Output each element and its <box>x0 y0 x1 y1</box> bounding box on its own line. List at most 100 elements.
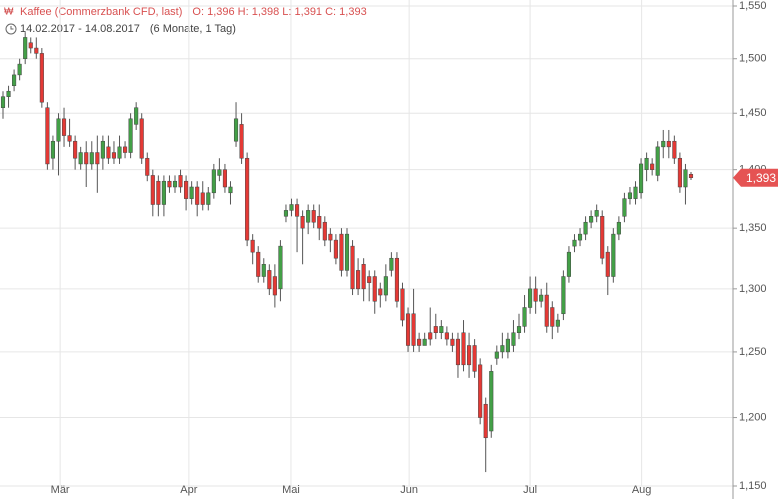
candle-body <box>56 118 61 142</box>
candle-body <box>139 118 144 159</box>
y-tick-label: 1,450 <box>739 107 767 119</box>
candle-body <box>600 216 605 259</box>
candle-body <box>189 186 194 199</box>
candle-body <box>472 345 477 372</box>
candle-body <box>528 288 533 308</box>
candle-body <box>666 140 671 148</box>
candle-body <box>688 174 694 178</box>
candle-body <box>50 140 55 159</box>
candle-body <box>450 338 455 346</box>
candle-body <box>106 146 111 159</box>
candle-body <box>566 251 571 277</box>
candle-body <box>23 37 28 59</box>
candle-body <box>222 169 227 188</box>
candle-body <box>61 118 67 136</box>
candle-body <box>28 42 33 49</box>
candle-body <box>522 307 527 327</box>
candle-body <box>483 403 488 439</box>
candle-body <box>516 326 522 333</box>
candle-body <box>178 175 183 188</box>
price-tag <box>733 168 778 187</box>
ohlc: O: 1,396 H: 1,398 L: 1,391 C: 1,393 <box>192 6 366 18</box>
candle-body <box>478 364 483 418</box>
candle-body <box>405 313 411 346</box>
candle-body <box>555 319 560 327</box>
candle-body <box>589 216 594 223</box>
candle-body <box>644 157 649 170</box>
candle-body <box>344 233 350 271</box>
candle-body <box>217 169 222 176</box>
chart-icon: ₩ <box>4 7 14 18</box>
candle-body <box>73 140 78 159</box>
candle-body <box>389 257 394 271</box>
candle-body <box>100 140 105 159</box>
candle-body <box>378 288 383 296</box>
candle-body <box>372 276 377 302</box>
candle-body <box>639 163 644 194</box>
x-tick-label: Aug <box>632 484 652 496</box>
candle-body <box>95 152 100 165</box>
y-tick-label: 1,500 <box>739 53 767 65</box>
candle-body <box>39 53 44 103</box>
candle-body <box>577 233 583 241</box>
candle-body <box>622 198 627 217</box>
candle-body <box>67 135 72 142</box>
candle-body <box>128 118 133 153</box>
candle-body <box>605 251 610 277</box>
candle-body <box>156 180 161 205</box>
candle-body <box>533 288 538 302</box>
candle-body <box>78 152 83 165</box>
candle-body <box>6 90 11 97</box>
candle-body <box>12 74 17 87</box>
candle-body <box>677 157 682 188</box>
candle-body <box>467 345 472 366</box>
candle-body <box>650 163 655 170</box>
candle-body <box>633 186 638 199</box>
candle-body <box>306 210 311 223</box>
y-tick-label: 1,250 <box>739 346 767 358</box>
candle-body <box>611 233 616 277</box>
candle-body <box>328 233 333 241</box>
candle-body <box>494 351 499 359</box>
candle-body <box>511 332 516 346</box>
candle-body <box>616 221 621 235</box>
candle-body <box>256 251 261 277</box>
candle-body <box>283 210 289 217</box>
candle-body <box>34 47 39 54</box>
candle-body <box>672 140 677 159</box>
x-tick-label: Mär <box>51 484 70 496</box>
candle-body <box>123 146 128 153</box>
x-tick-label: Jun <box>400 484 418 496</box>
candle-body <box>367 276 372 283</box>
candle-body <box>0 96 6 108</box>
candle-body <box>333 239 338 259</box>
candle-body <box>356 270 361 290</box>
candle-body <box>583 221 588 235</box>
price-tag-label: 1,393 <box>746 171 776 185</box>
candle-body <box>439 326 444 333</box>
candle-body <box>339 233 344 271</box>
candle-body <box>422 338 427 346</box>
candle-body <box>683 169 688 188</box>
candle-body <box>400 288 405 321</box>
y-tick-label: 1,300 <box>739 283 767 295</box>
candle-body <box>211 169 216 194</box>
candle-body <box>417 338 422 346</box>
candle-body <box>195 186 200 205</box>
candle-body <box>261 264 266 277</box>
candle-body <box>489 371 494 432</box>
y-tick-label: 1,350 <box>739 222 767 234</box>
candle-body <box>361 264 366 290</box>
candle-body <box>161 180 166 205</box>
x-tick-label: Apr <box>180 484 197 496</box>
candle-body <box>184 180 189 199</box>
candle-body <box>572 239 577 247</box>
clock-icon <box>5 23 17 35</box>
candle-body <box>594 210 599 217</box>
x-tick-label: Jul <box>523 484 537 496</box>
title: Kaffee (Commerzbank CFD, last) <box>20 6 182 18</box>
candle-body <box>394 257 399 302</box>
candle-body <box>317 216 322 229</box>
candle-body <box>250 239 255 253</box>
y-tick-label: 1,200 <box>739 411 767 423</box>
